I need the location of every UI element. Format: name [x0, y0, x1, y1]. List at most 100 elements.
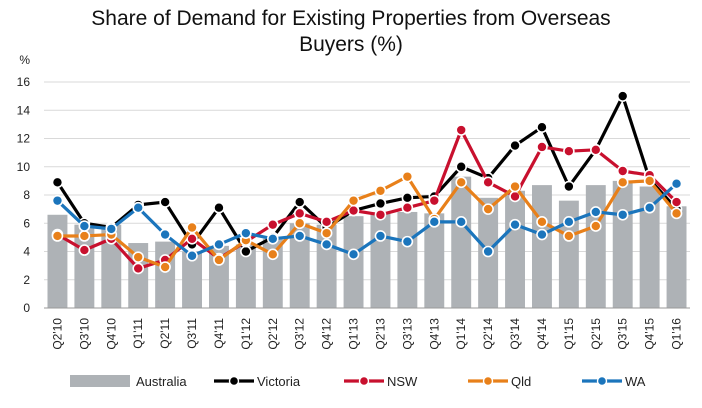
point-qld-q3-15 [616, 176, 629, 189]
x-tick-label-q2-12: Q2'12 [266, 318, 280, 350]
point-qld-q3-11 [186, 221, 198, 234]
x-tick-label-q2-14: Q2'14 [481, 318, 495, 350]
bar-australia-q1-14 [451, 176, 472, 308]
bar-australia-q3-14 [505, 190, 526, 308]
point-qld-q2-11 [159, 261, 171, 273]
point-qld-q3-10 [78, 230, 91, 242]
y-tick-label-8: 8 [23, 188, 30, 202]
point-victoria-q3-14 [509, 139, 521, 152]
line-nsw [56, 128, 678, 271]
point-qld-q4-15 [643, 175, 656, 187]
point-wa-q2-11 [159, 228, 171, 241]
point-nsw-q2-12 [266, 218, 279, 231]
point-nsw-q4-13 [428, 194, 441, 207]
point-wa-q1-11 [132, 201, 145, 214]
point-wa-q3-10 [78, 220, 91, 232]
line-victoria [56, 94, 678, 254]
point-nsw-q4-12 [320, 216, 333, 228]
point-wa-q3-12 [293, 230, 306, 242]
legend-marker-victoria [228, 375, 240, 387]
x-tick-label-q4-13: Q4'13 [427, 318, 441, 350]
point-victoria-q2-11 [159, 196, 171, 208]
point-nsw-q4-14 [536, 141, 548, 153]
y-tick-label-16: 16 [17, 75, 31, 89]
point-wa-q4-15 [643, 201, 656, 214]
legend-label-australia: Australia [136, 374, 187, 389]
legend-item-qld: Qld [468, 374, 531, 389]
point-victoria-q2-10 [51, 176, 64, 189]
point-wa-q2-14 [482, 245, 494, 258]
legend-swatch-australia [70, 375, 130, 387]
point-qld-q2-10 [51, 230, 64, 242]
point-qld-q2-15 [589, 220, 602, 232]
point-victoria-q4-11 [213, 201, 225, 214]
bar-australia-q2-15 [585, 185, 606, 308]
legend-label-victoria: Victoria [257, 374, 301, 389]
point-wa-q1-13 [347, 248, 360, 261]
x-tick-label-q2-10: Q2'10 [50, 318, 64, 350]
point-wa-q1-16 [670, 177, 683, 190]
point-nsw-q1-16 [670, 196, 683, 208]
point-victoria-q2-13 [374, 197, 387, 210]
line-series-group [51, 90, 683, 275]
x-tick-label-q4-11: Q4'11 [212, 318, 226, 349]
point-qld-q1-16 [670, 207, 683, 220]
x-tick-label-q1-13: Q1'13 [347, 318, 361, 350]
point-qld-q1-13 [347, 194, 360, 207]
x-tick-label-q3-15: Q3'15 [616, 318, 630, 350]
point-victoria-q3-15 [616, 90, 629, 102]
point-wa-q2-13 [374, 230, 387, 242]
bar-australia-q3-15 [612, 180, 633, 308]
x-tick-label-q4-14: Q4'14 [535, 318, 549, 350]
legend-marker-nsw [358, 375, 370, 387]
y-axis-unit-label: % [19, 53, 30, 67]
point-wa-q4-10 [105, 223, 118, 235]
point-nsw-q1-14 [455, 124, 468, 136]
point-qld-q2-13 [374, 184, 387, 197]
bar-australia-q1-15 [558, 200, 579, 308]
legend: Australia Victoria NSW Qld WA [70, 374, 646, 389]
x-tick-label-q2-13: Q2'13 [373, 318, 387, 350]
point-victoria-q1-14 [455, 160, 468, 173]
point-nsw-q2-15 [589, 144, 602, 156]
bar-australia-q4-14 [531, 185, 552, 308]
axes: 0 2 4 6 8 10 12 14 16 Q2'10 Q3'10 Q4'10 Q1'11 Q2'11 Q3… [17, 75, 690, 350]
point-qld-q1-15 [563, 230, 575, 242]
point-wa-q1-12 [240, 227, 252, 239]
point-nsw-q2-13 [374, 208, 387, 221]
point-nsw-q1-15 [563, 145, 575, 158]
bar-australia-q2-13 [370, 213, 391, 308]
point-victoria-q3-12 [293, 196, 306, 208]
y-tick-label-12: 12 [17, 132, 31, 146]
x-tick-label-q4-10: Q4'10 [104, 318, 118, 350]
point-victoria-q4-14 [536, 121, 548, 133]
point-nsw-q3-12 [293, 207, 306, 220]
legend-item-nsw: NSW [344, 374, 418, 389]
point-wa-q4-14 [536, 228, 548, 241]
point-victoria-q3-13 [401, 192, 414, 204]
bar-australia-q4-15 [639, 186, 660, 308]
x-tick-label-q1-15: Q1'15 [562, 318, 576, 350]
bar-australia-q4-13 [424, 213, 445, 308]
bar-australia-q1-13 [343, 216, 364, 308]
chart-title: Share of Demand for Existing Properties … [0, 6, 702, 58]
point-qld-q2-12 [266, 248, 279, 261]
x-tick-label-q3-13: Q3'13 [400, 318, 414, 350]
x-tick-label-q1-14: Q1'14 [454, 318, 468, 350]
x-tick-label-q3-10: Q3'10 [77, 318, 91, 350]
x-tick-label-q3-11: Q3'11 [185, 318, 199, 349]
point-qld-q3-12 [293, 217, 306, 230]
x-tick-label-q4-12: Q4'12 [320, 318, 334, 350]
bar-australia-q1-16 [666, 206, 687, 308]
x-tick-label-q1-12: Q1'12 [239, 318, 253, 350]
point-qld-q3-13 [401, 170, 414, 183]
point-qld-q4-14 [536, 216, 548, 228]
bar-australia-q1-12 [235, 244, 256, 308]
point-qld-q4-11 [213, 254, 225, 266]
point-wa-q2-15 [589, 206, 602, 218]
point-wa-q3-14 [509, 218, 521, 231]
point-qld-q2-14 [482, 203, 494, 215]
x-tick-label-q2-15: Q2'15 [589, 318, 603, 350]
y-tick-label-10: 10 [17, 160, 31, 174]
line-series-qld [51, 170, 683, 273]
